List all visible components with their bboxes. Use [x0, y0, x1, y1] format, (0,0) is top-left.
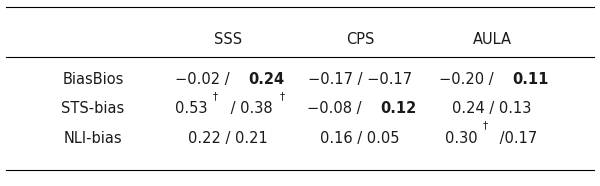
Text: †: †	[483, 121, 488, 131]
Text: SSS: SSS	[214, 33, 242, 47]
Text: 0.53: 0.53	[175, 101, 208, 116]
Text: †: †	[213, 91, 218, 101]
Text: STS-bias: STS-bias	[61, 101, 125, 116]
Text: 0.22 / 0.21: 0.22 / 0.21	[188, 131, 268, 146]
Text: 0.24: 0.24	[248, 72, 284, 86]
Text: −0.08 /: −0.08 /	[307, 101, 366, 116]
Text: AULA: AULA	[473, 33, 511, 47]
Text: 0.16 / 0.05: 0.16 / 0.05	[320, 131, 400, 146]
Text: 0.30: 0.30	[445, 131, 478, 146]
Text: 0.11: 0.11	[512, 72, 548, 86]
Text: NLI-bias: NLI-bias	[64, 131, 122, 146]
Text: CPS: CPS	[346, 33, 374, 47]
Text: 0.12: 0.12	[380, 101, 416, 116]
Text: BiasBios: BiasBios	[62, 72, 124, 86]
Text: −0.17 / −0.17: −0.17 / −0.17	[308, 72, 412, 86]
Text: −0.20 /: −0.20 /	[439, 72, 498, 86]
Text: 0.24 / 0.13: 0.24 / 0.13	[452, 101, 532, 116]
Text: †: †	[280, 91, 285, 101]
Text: / 0.38: / 0.38	[226, 101, 272, 116]
Text: /0.17: /0.17	[495, 131, 538, 146]
Text: −0.02 /: −0.02 /	[175, 72, 235, 86]
